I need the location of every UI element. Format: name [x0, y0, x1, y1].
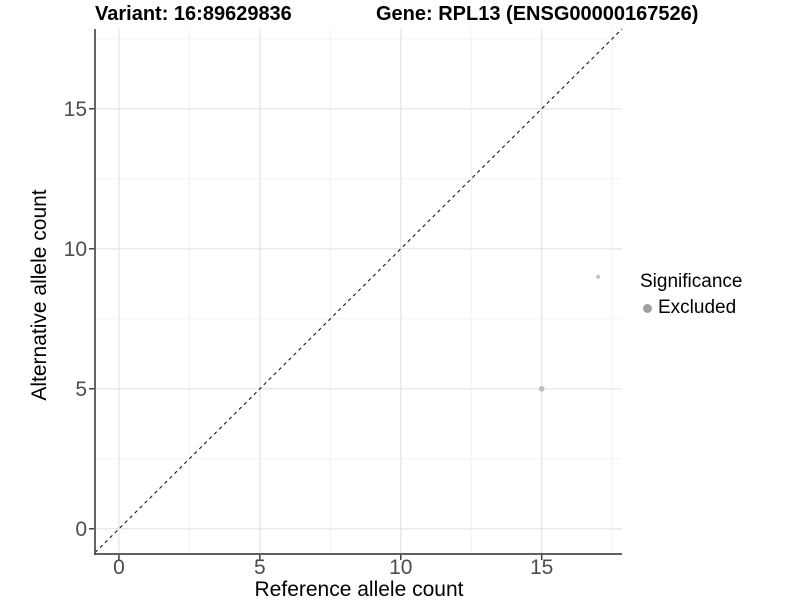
x-tick-label: 5 — [254, 556, 266, 579]
legend: Significance Excluded — [640, 270, 742, 319]
y-tick-label: 15 — [64, 98, 87, 121]
legend-entry-label: Excluded — [658, 297, 737, 318]
x-tick-label: 0 — [113, 556, 125, 579]
identity-reference-line — [94, 28, 623, 553]
plot-title-variant: Variant: 16:89629836 — [95, 3, 292, 25]
x-axis-title: Reference allele count — [254, 578, 464, 600]
plot-title-gene: Gene: RPL13 (ENSG00000167526) — [376, 3, 699, 25]
y-tick-label: 0 — [75, 518, 87, 541]
legend-title: Significance — [640, 271, 743, 292]
x-tick-label: 10 — [389, 556, 412, 579]
y-tick-label: 10 — [64, 238, 87, 261]
legend-entry-excluded: Excluded — [640, 297, 742, 319]
y-tick-label: 5 — [75, 378, 87, 401]
x-tick-label: 15 — [530, 556, 553, 579]
y-axis-title: Alternative allele count — [28, 189, 51, 401]
data-point — [538, 386, 545, 392]
data-point — [595, 274, 601, 279]
legend-point-icon — [643, 303, 652, 313]
